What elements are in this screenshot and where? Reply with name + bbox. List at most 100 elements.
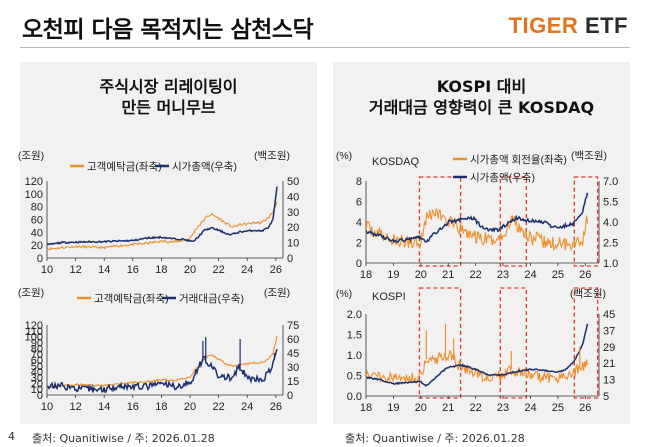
chart4-x-tick: 23 bbox=[497, 402, 509, 414]
chart4-x-tick: 26 bbox=[579, 402, 591, 414]
chart1-x-tick: 26 bbox=[270, 264, 282, 276]
chart1-y-left-tick: 20 bbox=[31, 240, 43, 252]
chart2-y-left-tick: 60 bbox=[31, 355, 43, 367]
chart2-legend-label-1: 고객예탁금(좌축) bbox=[94, 292, 169, 305]
chart3-y-left-tick: 0 bbox=[356, 258, 362, 270]
chart2-y-left-tick: 20 bbox=[31, 378, 43, 390]
chart1-y-right-tick: 10 bbox=[287, 238, 299, 250]
chart4-y-left-tick: 0.5 bbox=[347, 371, 362, 383]
right-panel-title-line1: KOSPI 대비 bbox=[436, 77, 527, 96]
right-source-note: 출처: Quantiwise / 주: 2026.01.28 bbox=[345, 432, 525, 445]
chart1-legend-label-1: 고객예탁금(좌축) bbox=[87, 160, 162, 173]
chart2-y-right-tick: 45 bbox=[287, 348, 299, 360]
chart3-y-right-tick: 2.5 bbox=[603, 238, 618, 250]
chart4-market-label: KOSPI bbox=[372, 291, 406, 303]
chart4-y-right-tick: 37 bbox=[603, 325, 615, 337]
chart3-x-tick: 21 bbox=[442, 269, 454, 281]
chart1-y-right-tick: 50 bbox=[287, 176, 299, 188]
chart2-y-right-tick: 30 bbox=[287, 362, 299, 374]
chart1-x-tick: 16 bbox=[127, 264, 139, 276]
chart1-series-1-line bbox=[46, 201, 278, 251]
chart4-y-left-tick: 1.0 bbox=[347, 350, 362, 362]
chart1-y-left-label: (조원) bbox=[18, 150, 44, 162]
chart2-y-left-tick: 110 bbox=[25, 326, 43, 338]
brand-text-etf: ETF bbox=[578, 13, 628, 38]
brand-text-tiger: TIGER bbox=[508, 13, 579, 38]
left-panel-title-line1: 주식시장 리레이팅이 bbox=[99, 77, 238, 96]
chart2-y-right-tick: 60 bbox=[287, 334, 299, 346]
chart4-series-1-line bbox=[365, 349, 589, 384]
chart1-y-left-tick: 40 bbox=[31, 227, 43, 239]
title-divider bbox=[20, 47, 630, 48]
chart2-y-left-tick: 50 bbox=[31, 361, 43, 373]
chart1-y-right-label: (백조원) bbox=[254, 150, 290, 162]
brand-logo: TIGER ETF bbox=[509, 13, 628, 39]
chart1-y-right-tick: 20 bbox=[287, 222, 299, 234]
chart2-series-2-line bbox=[46, 348, 278, 393]
chart2-x-tick: 20 bbox=[184, 401, 196, 413]
chart3-y-right-tick: 5.5 bbox=[603, 197, 618, 209]
chart1-y-left-tick: 0 bbox=[37, 253, 43, 265]
chart1-x-tick: 10 bbox=[41, 264, 53, 276]
chart1-x-tick: 20 bbox=[184, 264, 196, 276]
chart3-y-left-tick: 6 bbox=[356, 197, 362, 209]
chart3-highlight-box-2 bbox=[499, 176, 528, 267]
chart4-y-left-tick: 2.0 bbox=[347, 309, 362, 321]
chart2-y-left-tick: 120 bbox=[25, 320, 43, 332]
chart3-y-right-tick: 4.0 bbox=[603, 217, 618, 229]
chart1-y-left-tick: 60 bbox=[31, 215, 43, 227]
chart3-y-left-tick: 8 bbox=[356, 176, 362, 188]
chart4-y-right-tick: 13 bbox=[603, 375, 615, 387]
page-title: 오천피 다음 목적지는 삼천스닥 bbox=[22, 17, 314, 43]
chart4-x-tick: 19 bbox=[387, 402, 399, 414]
chart3-y-left-tick: 4 bbox=[356, 217, 362, 229]
chart4-highlight-box-3 bbox=[573, 287, 599, 399]
chart2-y-left-tick: 70 bbox=[31, 349, 43, 361]
chart3-x-tick: 26 bbox=[579, 269, 591, 281]
chart4-highlight-box-2 bbox=[499, 287, 528, 399]
chart4-series-2-line bbox=[365, 323, 589, 388]
chart2-x-tick: 12 bbox=[69, 401, 81, 413]
page-number: 4 bbox=[8, 430, 15, 443]
chart3-y-right-tick: 1.0 bbox=[603, 258, 618, 270]
chart2-y-left-tick: 100 bbox=[25, 332, 43, 344]
chart3-x-tick: 18 bbox=[360, 269, 372, 281]
chart2-legend-label-2: 거래대금(우축) bbox=[179, 293, 244, 305]
chart4-y-left-tick: 1.5 bbox=[347, 330, 362, 342]
chart1-x-tick: 18 bbox=[155, 264, 167, 276]
chart2-y-right-label: (조원) bbox=[264, 287, 290, 299]
chart2-y-right-tick: 75 bbox=[287, 320, 299, 332]
right-panel-title-line2: 거래대금 영향력이 큰 KOSDAQ bbox=[368, 98, 595, 117]
chart2-x-tick: 14 bbox=[98, 401, 110, 413]
chart1-x-tick: 14 bbox=[98, 264, 110, 276]
chart2-y-left-tick: 90 bbox=[31, 338, 43, 350]
chart4-y-right-label: (백조원) bbox=[570, 288, 606, 300]
chart3-legend-label-1: 시가총액 회전율(좌축) bbox=[470, 154, 567, 166]
chart2-y-left-label: (조원) bbox=[18, 287, 44, 299]
chart2-x-tick: 16 bbox=[127, 401, 139, 413]
chart3-y-left-tick: 2 bbox=[356, 238, 362, 250]
chart3-y-left-label: (%) bbox=[336, 150, 352, 162]
chart1-y-left-tick: 100 bbox=[25, 189, 43, 201]
chart1-series-2-line bbox=[46, 186, 278, 246]
chart3-x-tick: 19 bbox=[387, 269, 399, 281]
chart1-y-right-tick: 30 bbox=[287, 207, 299, 219]
left-panel-title-line2: 만든 머니무브 bbox=[121, 98, 216, 117]
chart4-x-tick: 18 bbox=[360, 402, 372, 414]
chart2-y-right-tick: 0 bbox=[287, 390, 293, 402]
left-source-note: 출처: Quanitiwise / 주: 2026.01.28 bbox=[32, 432, 215, 445]
chart4-highlight-box-1 bbox=[418, 287, 462, 399]
chart2-y-right-tick: 15 bbox=[287, 376, 299, 388]
chart4-y-right-tick: 29 bbox=[603, 342, 615, 354]
chart4-y-right-tick: 45 bbox=[603, 309, 615, 321]
chart3-market-label: KOSDAQ bbox=[372, 156, 420, 168]
chart2-y-left-tick: 80 bbox=[31, 343, 43, 355]
chart4-x-tick: 24 bbox=[524, 402, 536, 414]
chart1-x-tick: 22 bbox=[213, 264, 225, 276]
chart4-y-left-tick: 0.0 bbox=[347, 391, 362, 403]
chart3-highlight-box-1 bbox=[418, 176, 462, 267]
chart1-y-left-tick: 80 bbox=[31, 202, 43, 214]
chart1-y-right-tick: 40 bbox=[287, 191, 299, 203]
chart4-y-right-tick: 5 bbox=[603, 391, 609, 403]
